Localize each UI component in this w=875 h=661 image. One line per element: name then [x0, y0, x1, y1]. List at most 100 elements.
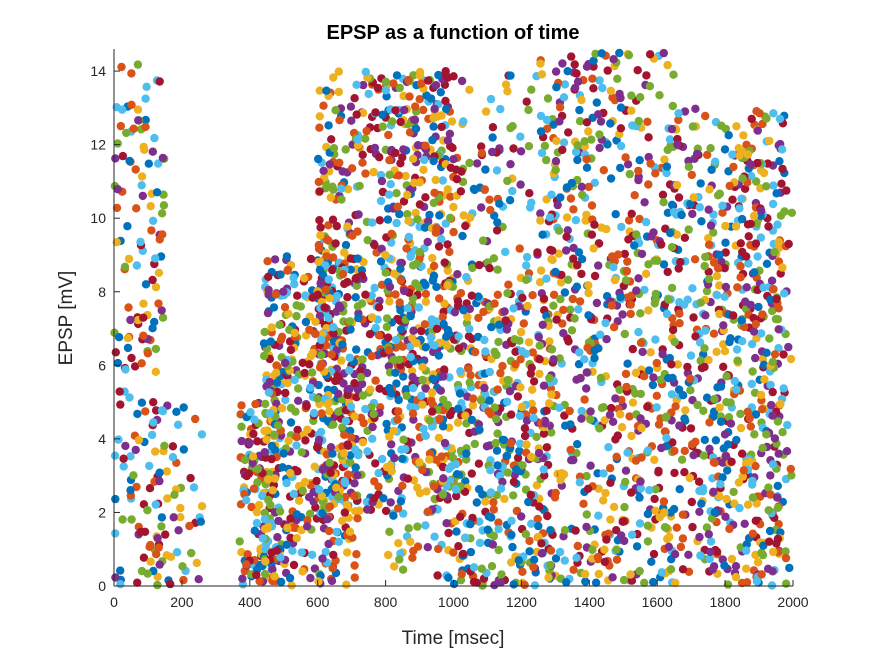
data-point [443, 185, 452, 194]
data-point [589, 244, 598, 253]
data-point [650, 494, 659, 504]
data-point [768, 460, 778, 469]
data-point [571, 83, 580, 93]
data-point [688, 284, 697, 293]
data-point [314, 257, 323, 267]
data-point [452, 175, 462, 184]
data-point [481, 107, 491, 116]
data-point [453, 418, 463, 427]
data-point [368, 218, 377, 227]
data-point [563, 226, 572, 235]
data-point [352, 393, 361, 402]
data-point [541, 419, 550, 428]
data-point [631, 368, 641, 377]
data-point [341, 240, 351, 250]
data-point [262, 435, 271, 444]
data-point [773, 220, 782, 229]
data-point [434, 351, 443, 360]
data-point [318, 508, 327, 518]
data-point [398, 342, 407, 351]
data-point [340, 279, 349, 289]
data-point [395, 355, 404, 364]
data-point [584, 182, 593, 192]
data-point [316, 223, 325, 232]
data-point [651, 506, 660, 515]
data-point [385, 527, 394, 536]
data-point [775, 114, 785, 124]
data-point [272, 546, 281, 555]
data-point [746, 160, 755, 169]
data-point [599, 166, 608, 175]
data-point [732, 435, 741, 445]
data-point [687, 170, 696, 180]
data-point [160, 441, 169, 450]
data-point [784, 239, 793, 249]
data-point [549, 301, 558, 310]
data-point [678, 510, 688, 519]
data-point [292, 432, 301, 442]
data-point [151, 406, 161, 415]
data-point [371, 108, 380, 117]
data-point [154, 159, 163, 168]
data-point [529, 413, 538, 423]
data-point [294, 396, 303, 405]
data-point [350, 491, 359, 501]
data-point [582, 163, 592, 172]
data-point [737, 214, 747, 224]
data-point [383, 215, 393, 224]
data-point [651, 169, 660, 178]
data-point [361, 404, 370, 414]
data-point [126, 315, 135, 325]
data-point [715, 491, 724, 501]
data-point [563, 275, 573, 284]
data-point [494, 337, 503, 347]
data-point [410, 115, 420, 125]
data-point [675, 319, 684, 328]
data-point [474, 485, 484, 494]
data-point [472, 159, 482, 168]
data-point [551, 157, 561, 166]
data-point [606, 464, 615, 473]
data-point [573, 141, 582, 150]
data-point [158, 153, 168, 163]
data-point [736, 423, 746, 433]
data-point [150, 317, 159, 327]
data-point [577, 406, 586, 416]
data-point [427, 315, 436, 324]
x-tick-label: 1400 [574, 594, 605, 610]
data-point [350, 379, 359, 388]
data-point [613, 250, 623, 259]
data-point [245, 438, 254, 448]
data-point [667, 243, 677, 252]
data-point [329, 322, 338, 332]
data-point [503, 176, 512, 186]
data-point [740, 519, 749, 528]
data-point [408, 372, 417, 382]
data-point [345, 457, 355, 467]
data-point [652, 391, 661, 400]
data-point [606, 86, 615, 96]
data-point [384, 333, 393, 342]
data-point [263, 308, 273, 318]
data-point [547, 345, 557, 354]
data-point [662, 168, 671, 178]
data-point [601, 318, 610, 328]
data-point [745, 414, 754, 423]
data-point [566, 305, 575, 314]
data-point [499, 435, 509, 445]
data-point [743, 500, 753, 509]
data-point [552, 315, 561, 324]
data-point [659, 260, 669, 269]
data-point [361, 67, 370, 77]
data-point [286, 345, 296, 355]
data-point [134, 116, 143, 125]
data-point [159, 190, 168, 199]
data-point [396, 117, 405, 127]
data-point [387, 466, 396, 476]
data-point [713, 383, 722, 392]
data-point [472, 498, 481, 507]
data-point [593, 552, 603, 562]
data-point [616, 292, 625, 302]
data-point [551, 488, 560, 498]
data-point [697, 217, 706, 226]
